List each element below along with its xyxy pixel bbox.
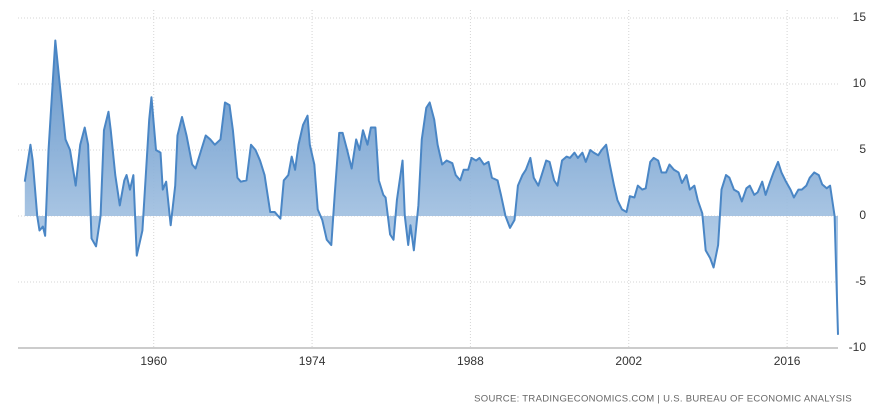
x-tick-label: 2016 [774,354,801,368]
area [24,40,839,335]
x-tick-label: 1960 [140,354,167,368]
line [23,39,839,335]
x-tick-label: 1988 [457,354,484,368]
y-tick-label: 5 [859,142,866,156]
y-tick-label: 15 [853,10,867,24]
x-tick-label: 1974 [299,354,326,368]
x-tick-label: 2002 [615,354,642,368]
y-tick-label: -10 [849,340,867,354]
y-tick-label: -5 [855,274,866,288]
y-tick-label: 0 [859,208,866,222]
source: SOURCE: TRADINGECONOMICS.COM | U.S. BURE… [474,394,852,405]
y-tick-label: 10 [853,76,867,90]
